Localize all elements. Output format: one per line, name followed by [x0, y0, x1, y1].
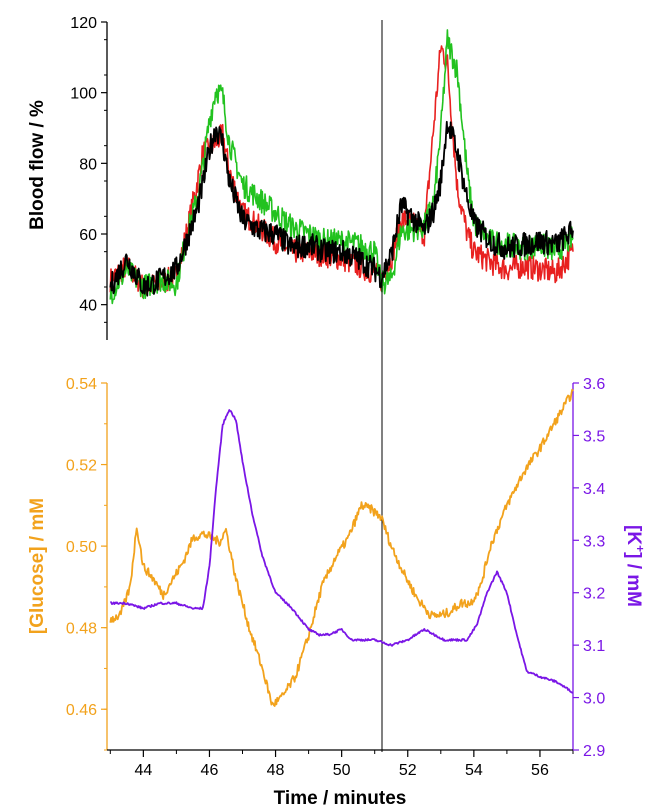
- potassium-tick-label: 3.0: [583, 691, 605, 708]
- blood-flow-tick-label: 100: [70, 86, 97, 103]
- glucose-tick-label: 0.54: [66, 376, 97, 393]
- blood-flow-tick-label: 60: [79, 227, 97, 244]
- glucose-axis-title: [Glucose] / mM: [27, 498, 48, 634]
- glucose-tick-label: 0.48: [66, 621, 97, 638]
- blood-flow-y-ticks: 40 60 80 100 120: [70, 15, 107, 322]
- glucose-series: [110, 390, 573, 706]
- glucose-tick-label: 0.46: [66, 702, 97, 719]
- blood-flow-tick-label: 120: [70, 15, 97, 32]
- potassium-tick-label: 3.2: [583, 586, 605, 603]
- potassium-tick-label: 3.3: [583, 533, 605, 550]
- potassium-tick-label: 2.9: [583, 743, 605, 760]
- potassium-series: [110, 410, 573, 693]
- blood-flow-axis-title: Blood flow / %: [27, 100, 48, 230]
- potassium-tick-label: 3.5: [583, 428, 605, 445]
- blood-flow-tick-label: 80: [79, 156, 97, 173]
- glucose-tick-label: 0.50: [66, 539, 97, 556]
- potassium-tick-label: 3.6: [583, 376, 605, 393]
- concentration-plot: 44 46 48 50 52 54 56 0.46 0.48 0.50 0.52 0.54 2.9 3…: [27, 376, 647, 809]
- concentration-series: [110, 390, 573, 706]
- time-tick-label: 50: [333, 762, 351, 779]
- potassium-tick-label: 3.4: [583, 481, 605, 498]
- potassium-axis-title: [K+] / mM: [623, 525, 647, 607]
- time-x-ticks: 44 46 48 50 52 54 56: [110, 750, 573, 779]
- blood-flow-tick-label: 40: [79, 298, 97, 315]
- time-tick-label: 52: [399, 762, 417, 779]
- time-tick-label: 44: [134, 762, 152, 779]
- blood-flow-plot: 40 60 80 100 120 Blood flow / %: [27, 15, 573, 340]
- glucose-y-ticks: 0.46 0.48 0.50 0.52 0.54: [66, 376, 107, 750]
- time-tick-label: 46: [201, 762, 219, 779]
- glucose-tick-label: 0.52: [66, 458, 97, 475]
- time-tick-label: 54: [465, 762, 483, 779]
- blood-flow-series: [110, 30, 573, 304]
- potassium-tick-label: 3.1: [583, 638, 605, 655]
- potassium-y-ticks: 2.9 3.0 3.1 3.2 3.3 3.4 3.5 3.6: [573, 376, 605, 760]
- time-tick-label: 48: [267, 762, 285, 779]
- x-axis-title: Time / minutes: [274, 788, 407, 809]
- time-tick-label: 56: [531, 762, 549, 779]
